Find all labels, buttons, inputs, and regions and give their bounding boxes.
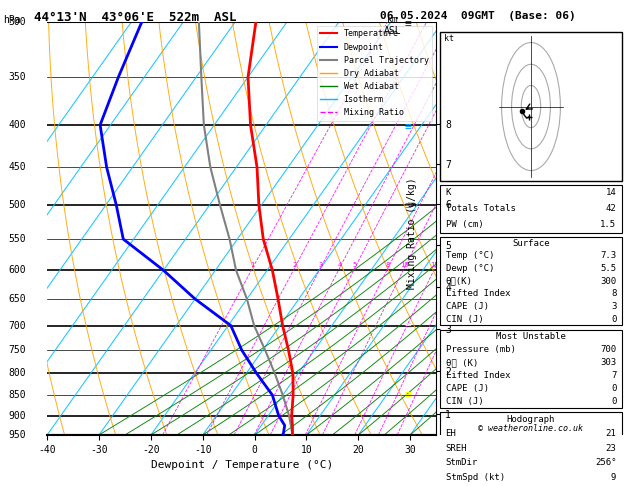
Text: Totals Totals: Totals Totals xyxy=(445,204,516,213)
Text: 750: 750 xyxy=(8,345,26,355)
Text: 3: 3 xyxy=(611,302,616,311)
Text: 300: 300 xyxy=(600,277,616,286)
Text: 20: 20 xyxy=(453,262,462,268)
Text: Surface: Surface xyxy=(512,239,550,247)
Text: 3: 3 xyxy=(318,262,323,268)
Text: 21: 21 xyxy=(606,430,616,438)
Text: 500: 500 xyxy=(8,200,26,210)
Bar xyxy=(440,412,622,485)
Text: © weatheronline.co.uk: © weatheronline.co.uk xyxy=(479,424,584,433)
Bar xyxy=(440,32,622,181)
Text: EH: EH xyxy=(445,430,457,438)
Text: CAPE (J): CAPE (J) xyxy=(445,302,489,311)
Text: 44°13'N  43°06'E  522m  ASL: 44°13'N 43°06'E 522m ASL xyxy=(34,11,237,24)
Text: Dewp (°C): Dewp (°C) xyxy=(445,264,494,273)
Text: 700: 700 xyxy=(600,345,616,354)
Text: 800: 800 xyxy=(8,368,26,379)
Text: Lifted Index: Lifted Index xyxy=(445,371,510,380)
Text: 600: 600 xyxy=(8,265,26,275)
Text: 950: 950 xyxy=(8,430,26,440)
Text: θᴄ (K): θᴄ (K) xyxy=(445,358,478,367)
Text: 700: 700 xyxy=(8,321,26,330)
Text: CIN (J): CIN (J) xyxy=(445,314,483,324)
Text: CIN (J): CIN (J) xyxy=(445,397,483,406)
Text: 10: 10 xyxy=(400,262,409,268)
Text: Most Unstable: Most Unstable xyxy=(496,331,566,341)
Text: 303: 303 xyxy=(600,358,616,367)
Legend: Temperature, Dewpoint, Parcel Trajectory, Dry Adiabat, Wet Adiabat, Isotherm, Mi: Temperature, Dewpoint, Parcel Trajectory… xyxy=(317,26,432,121)
Text: Hodograph: Hodograph xyxy=(507,415,555,424)
Text: 2: 2 xyxy=(292,262,297,268)
Text: ≡: ≡ xyxy=(404,321,411,331)
Text: Mixing Ratio (g/kg): Mixing Ratio (g/kg) xyxy=(407,177,417,289)
Text: 06.05.2024  09GMT  (Base: 06): 06.05.2024 09GMT (Base: 06) xyxy=(380,11,576,21)
Text: 9: 9 xyxy=(611,473,616,482)
Text: 23: 23 xyxy=(606,444,616,453)
Text: 850: 850 xyxy=(8,390,26,400)
Text: ≡: ≡ xyxy=(404,201,411,211)
Text: 550: 550 xyxy=(8,234,26,244)
Text: 15: 15 xyxy=(431,262,439,268)
Text: 300: 300 xyxy=(8,17,26,27)
Bar xyxy=(440,185,622,233)
Text: 256°: 256° xyxy=(595,458,616,468)
Text: 7.3: 7.3 xyxy=(600,251,616,260)
Text: 450: 450 xyxy=(8,162,26,172)
Text: kt: kt xyxy=(443,35,454,43)
Text: ≡: ≡ xyxy=(404,19,411,29)
Text: Lifted Index: Lifted Index xyxy=(445,289,510,298)
Text: ≡: ≡ xyxy=(404,122,411,132)
Text: 0: 0 xyxy=(611,314,616,324)
Text: 8: 8 xyxy=(386,262,390,268)
Text: 42: 42 xyxy=(606,204,616,213)
Text: 1.5: 1.5 xyxy=(600,220,616,229)
Text: 900: 900 xyxy=(8,411,26,420)
Text: 14: 14 xyxy=(606,189,616,197)
Text: CAPE (J): CAPE (J) xyxy=(445,384,489,393)
Text: hPa: hPa xyxy=(3,15,21,25)
Text: 5.5: 5.5 xyxy=(600,264,616,273)
Text: 650: 650 xyxy=(8,294,26,304)
Text: 5: 5 xyxy=(353,262,357,268)
Text: LCL: LCL xyxy=(440,427,455,435)
Text: ≡: ≡ xyxy=(404,390,411,400)
Text: 350: 350 xyxy=(8,72,26,82)
Text: StmDir: StmDir xyxy=(445,458,478,468)
Text: 1: 1 xyxy=(250,262,255,268)
Text: 0: 0 xyxy=(611,397,616,406)
Text: SREH: SREH xyxy=(445,444,467,453)
X-axis label: Dewpoint / Temperature (°C): Dewpoint / Temperature (°C) xyxy=(150,460,333,470)
Text: Temp (°C): Temp (°C) xyxy=(445,251,494,260)
Text: 7: 7 xyxy=(611,371,616,380)
Text: km
ASL: km ASL xyxy=(384,15,402,36)
Text: 25: 25 xyxy=(470,262,479,268)
Text: Pressure (mb): Pressure (mb) xyxy=(445,345,516,354)
Text: PW (cm): PW (cm) xyxy=(445,220,483,229)
Bar xyxy=(440,330,622,408)
Text: 400: 400 xyxy=(8,120,26,130)
Text: 8: 8 xyxy=(611,289,616,298)
Text: K: K xyxy=(445,189,451,197)
Bar xyxy=(440,237,622,326)
Text: 0: 0 xyxy=(611,384,616,393)
Text: 4: 4 xyxy=(338,262,342,268)
Text: θᴄ(K): θᴄ(K) xyxy=(445,277,472,286)
Text: StmSpd (kt): StmSpd (kt) xyxy=(445,473,504,482)
